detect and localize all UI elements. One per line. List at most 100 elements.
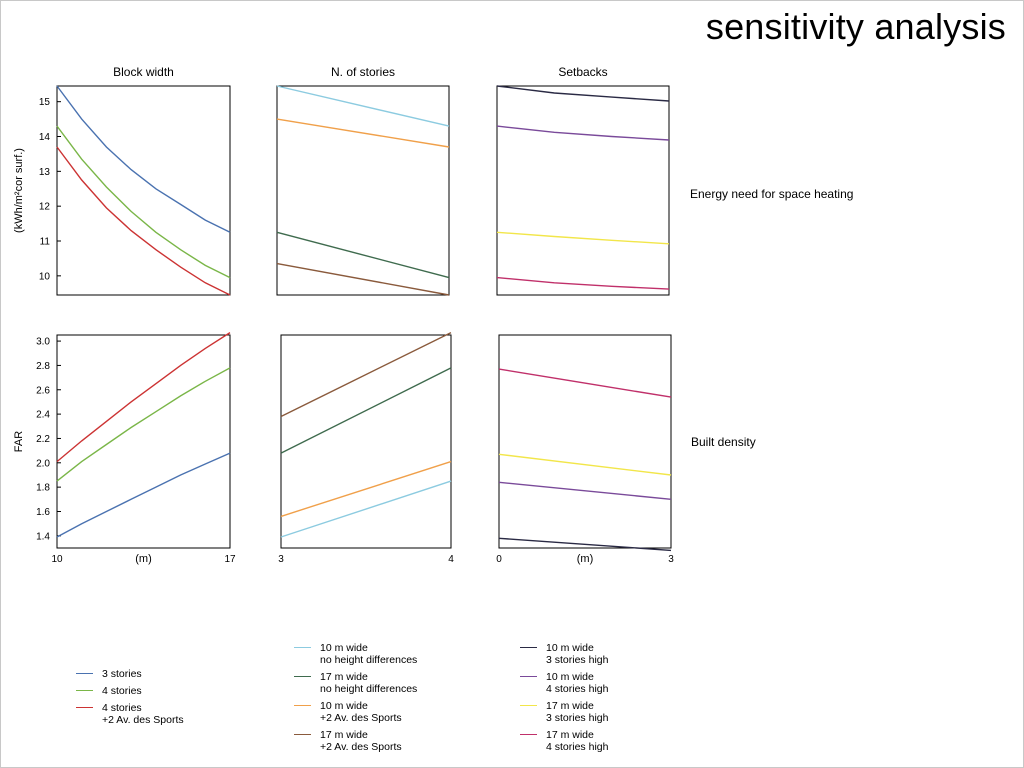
series-line <box>496 85 670 102</box>
chart-title: N. of stories <box>331 65 395 79</box>
plot-frame <box>280 334 452 549</box>
x-tick-label: 0 <box>496 554 502 565</box>
chart-panel-3: Setbacks <box>496 65 670 296</box>
row-label-bottom: Built density <box>691 435 756 449</box>
series-line <box>276 85 450 127</box>
slide-title: sensitivity analysis <box>705 6 1006 47</box>
legend-swatch <box>520 705 537 706</box>
x-tick-label: 17 <box>224 554 236 565</box>
chart-panel-4: 1.4 1.6 1.8 2.0 2.2 2.4 2.6 2.8 3.0 10 17 (m) FAR <box>13 332 236 565</box>
series-line <box>56 367 231 482</box>
series-line <box>276 262 450 296</box>
series-line <box>498 481 672 500</box>
legend-item: 17 m wide +2 Av. des Sports <box>294 729 417 753</box>
row-label-top: Energy need for space heating <box>690 187 853 201</box>
legend-item: 17 m wide 4 stories high <box>520 729 608 753</box>
legend-swatch <box>520 734 537 735</box>
legend-swatch <box>520 647 537 648</box>
y-tick-label: 12 <box>39 202 51 213</box>
chart-panel-1: Block width 10 11 12 13 14 15 (kWh/m²cor surf.) <box>13 65 231 296</box>
legend-label: 17 m wide 3 stories high <box>546 700 609 724</box>
series-line <box>498 368 672 398</box>
y-tick-label: 1.6 <box>36 507 50 518</box>
legend-item: 4 stories +2 Av. des Sports <box>76 702 184 726</box>
legend-label: 4 stories +2 Av. des Sports <box>102 702 184 726</box>
legend-item: 4 stories <box>76 685 184 697</box>
y-tick-label: 13 <box>39 167 51 178</box>
y-tick-label: 11 <box>40 237 51 248</box>
legend-swatch <box>76 673 93 674</box>
plot-frame <box>496 85 670 296</box>
legend-item: 17 m wide 3 stories high <box>520 700 608 724</box>
legend-swatch <box>294 705 311 706</box>
legend-item: 10 m wide no height differences <box>294 642 417 666</box>
series-line <box>56 146 231 296</box>
x-tick-label: 3 <box>668 554 674 565</box>
legend-item: 17 m wide no height differences <box>294 671 417 695</box>
x-axis-label: (m) <box>577 553 594 565</box>
legend-label: 3 stories <box>102 668 142 680</box>
x-tick-label: 4 <box>448 554 454 565</box>
series-line <box>498 453 672 476</box>
chart-panel-2: N. of stories <box>276 65 450 296</box>
chart-panel-6: 0 3 (m) <box>496 334 674 565</box>
legend-item: 10 m wide +2 Av. des Sports <box>294 700 417 724</box>
series-line <box>276 231 450 279</box>
legend-swatch <box>76 707 93 708</box>
series-line <box>56 85 231 233</box>
y-tick-label: 2.0 <box>36 458 50 469</box>
series-line <box>496 276 670 290</box>
series-line <box>280 460 452 518</box>
series-line <box>496 125 670 141</box>
chart-title: Block width <box>113 65 174 79</box>
legend-item: 10 m wide 3 stories high <box>520 642 608 666</box>
y-tick-label: 10 <box>39 271 51 282</box>
legend-label: 17 m wide +2 Av. des Sports <box>320 729 402 753</box>
series-line <box>276 118 450 148</box>
y-tick-label: 14 <box>39 132 51 143</box>
plot-frame <box>56 85 231 296</box>
series-line <box>56 332 231 463</box>
series-line <box>496 231 670 245</box>
y-tick-label: 2.8 <box>36 361 50 372</box>
plot-frame <box>276 85 450 296</box>
legend-swatch <box>294 734 311 735</box>
x-tick-label: 3 <box>278 554 284 565</box>
plot-frame <box>56 334 231 549</box>
series-line <box>280 480 452 538</box>
series-line <box>498 537 672 552</box>
series-line <box>280 331 452 418</box>
y-tick-label: 1.4 <box>36 531 50 542</box>
legend-label: 10 m wide no height differences <box>320 642 418 666</box>
x-axis-label: (m) <box>135 553 152 565</box>
legend-stories: 10 m wide no height differences 17 m wide… <box>294 642 417 758</box>
legend-label: 10 m wide +2 Av. des Sports <box>320 700 402 724</box>
series-line <box>56 125 231 279</box>
plot-frame <box>498 334 672 549</box>
x-tick-label: 10 <box>51 554 63 565</box>
legend-swatch <box>294 647 311 648</box>
legend-setbacks: 10 m wide 3 stories high 10 m wide 4 stor… <box>520 642 608 758</box>
series-line <box>280 367 452 454</box>
legend-swatch <box>76 690 93 691</box>
y-axis-label: FAR <box>13 431 25 452</box>
legend-label: 17 m wide no height differences <box>320 671 418 695</box>
legend-label: 10 m wide 3 stories high <box>546 642 609 666</box>
y-tick-label: 2.2 <box>36 434 50 445</box>
legend-swatch <box>294 676 311 677</box>
legend-label: 10 m wide 4 stories high <box>546 671 609 695</box>
series-line <box>56 452 231 538</box>
legend-label: 17 m wide 4 stories high <box>546 729 609 753</box>
legend-item: 10 m wide 4 stories high <box>520 671 608 695</box>
y-tick-label: 15 <box>39 97 51 108</box>
y-tick-label: 2.6 <box>36 385 50 396</box>
y-tick-label: 3.0 <box>36 337 50 348</box>
y-tick-label: 2.4 <box>36 410 50 421</box>
y-axis-label: (kWh/m²cor surf.) <box>13 148 25 233</box>
legend-label: 4 stories <box>102 685 142 697</box>
chart-title: Setbacks <box>558 65 607 79</box>
legend-item: 3 stories <box>76 668 184 680</box>
legend-swatch <box>520 676 537 677</box>
